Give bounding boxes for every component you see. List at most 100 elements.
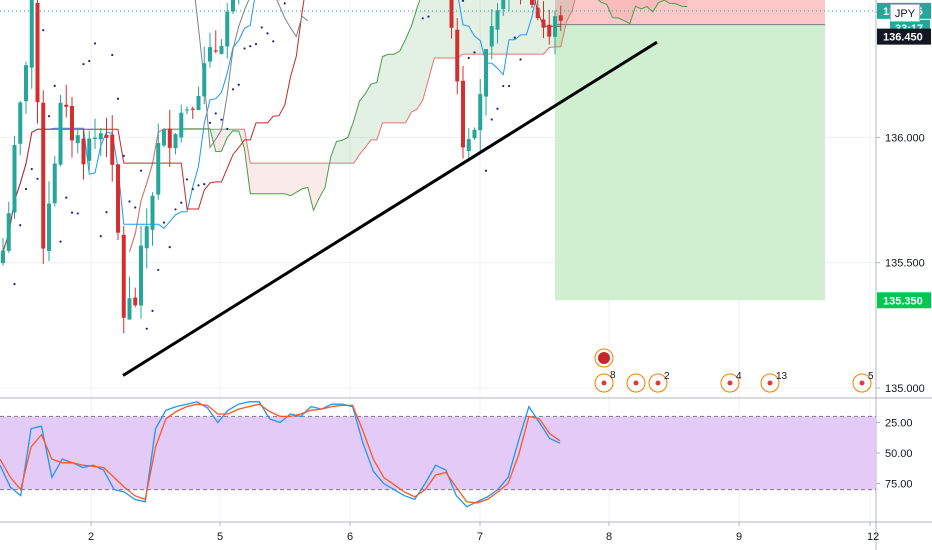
- psar-dot: [226, 127, 229, 130]
- stochastic-d-line: [0, 403, 561, 504]
- candle-body: [52, 163, 57, 204]
- cloud-segment: [647, 0, 653, 12]
- indicator-lines: [2, 0, 688, 252]
- economic-events[interactable]: 8 2 4 13 5: [594, 348, 874, 393]
- candle-body: [213, 50, 218, 52]
- cloud-segment: [394, 50, 400, 123]
- psar-dot: [105, 211, 108, 214]
- candle-body: [93, 137, 97, 139]
- candle-body: [541, 19, 546, 28]
- psar-dot: [197, 184, 200, 187]
- price-axis[interactable]: 135.000135.500136.000136.500137.000136.5…: [876, 0, 931, 491]
- stochastic-band: [0, 416, 876, 490]
- candle-body: [495, 10, 500, 30]
- stochastic-k-line: [0, 401, 561, 508]
- cloud-segment: [405, 26, 412, 123]
- cloud-segment: [399, 39, 406, 123]
- psar-dot: [42, 29, 45, 32]
- psar-dot: [93, 42, 97, 45]
- psar-dot: [473, 51, 476, 54]
- psar-dot: [116, 97, 120, 100]
- psar-dot: [484, 169, 488, 172]
- cloud-segment: [440, 0, 446, 59]
- psar-dot: [507, 84, 511, 88]
- event-count: 8: [610, 370, 616, 381]
- stoch-tick-label: 50.00: [885, 448, 913, 460]
- psar-dot: [88, 59, 91, 63]
- psar-dot: [231, 88, 235, 91]
- candle-body: [24, 65, 28, 102]
- event-dot: [633, 380, 639, 386]
- candle-body: [64, 104, 69, 107]
- candle-body: [81, 138, 86, 165]
- candle-body: [449, 0, 454, 28]
- psar-dot: [168, 246, 171, 249]
- cloud-segment: [273, 163, 279, 194]
- time-tick-label: 6: [347, 531, 353, 543]
- psar-dot: [260, 26, 263, 29]
- cloud-segment: [296, 163, 302, 193]
- candle-body: [87, 138, 92, 161]
- cloud-segment: [612, 0, 619, 18]
- candle-body: [58, 102, 63, 165]
- cloud-segment: [371, 82, 377, 140]
- cloud-segment: [503, 0, 509, 55]
- candle-body: [162, 128, 166, 146]
- time-tick-label: 9: [736, 531, 742, 543]
- psar-dot: [111, 53, 114, 57]
- event-count: 13: [776, 371, 788, 382]
- cloud-segment: [670, 0, 676, 4]
- stop-price-tag: [877, 292, 931, 309]
- candle-body: [553, 16, 557, 37]
- cloud-segment: [221, 129, 228, 152]
- psar-dot: [237, 83, 240, 86]
- cloud-segment: [319, 163, 325, 198]
- candle-body: [144, 226, 149, 249]
- event-flag-icon-inner: [598, 352, 610, 364]
- candle-body: [47, 203, 51, 252]
- candle-body: [167, 128, 172, 148]
- stoch-tick-label: 25.00: [885, 418, 913, 430]
- psar-dot: [151, 309, 154, 312]
- chikou-span-line: [194, 0, 309, 149]
- cloud-segment: [463, 0, 469, 55]
- cloud-segment: [256, 163, 262, 194]
- candle-body: [208, 47, 212, 62]
- psar-dot: [24, 187, 28, 191]
- psar-dot: [214, 112, 217, 115]
- psar-dot: [19, 224, 22, 227]
- candle-body: [70, 106, 74, 141]
- risk-reward-box[interactable]: [555, 0, 825, 301]
- time-axis[interactable]: 2 5 6 7 8 9 12: [88, 522, 879, 543]
- kijun-sen-line: [2, 0, 561, 252]
- psar-dot: [421, 17, 424, 20]
- candle-body: [478, 94, 483, 131]
- candle-body: [461, 80, 465, 148]
- trendline[interactable]: [122, 40, 658, 377]
- event-dot: [767, 380, 773, 386]
- cloud-segment: [434, 0, 440, 59]
- cloud-segment: [267, 163, 274, 194]
- psar-dot: [461, 0, 465, 2]
- psar-dot: [145, 327, 148, 330]
- cloud-segment: [618, 0, 624, 21]
- psar-dot: [254, 42, 258, 46]
- cloud-segment: [290, 163, 297, 196]
- cloud-segment: [307, 163, 314, 211]
- candle-body: [455, 29, 460, 82]
- entry-price-tag: [877, 28, 931, 45]
- currency-label[interactable]: JPY: [890, 4, 920, 22]
- time-tick-label: 5: [217, 531, 223, 543]
- cloud-segment: [336, 140, 343, 164]
- price-tick-label: 135.000: [885, 383, 925, 395]
- cloud-segment: [675, 0, 682, 7]
- cloud-segment: [284, 163, 291, 196]
- candle-body: [225, 11, 230, 47]
- psar-dot: [243, 47, 246, 50]
- tenkan-sen-line: [2, 0, 536, 252]
- candle-body: [12, 144, 17, 213]
- event-dot: [727, 380, 733, 386]
- candle-body: [558, 15, 563, 21]
- psar-dot: [502, 84, 505, 88]
